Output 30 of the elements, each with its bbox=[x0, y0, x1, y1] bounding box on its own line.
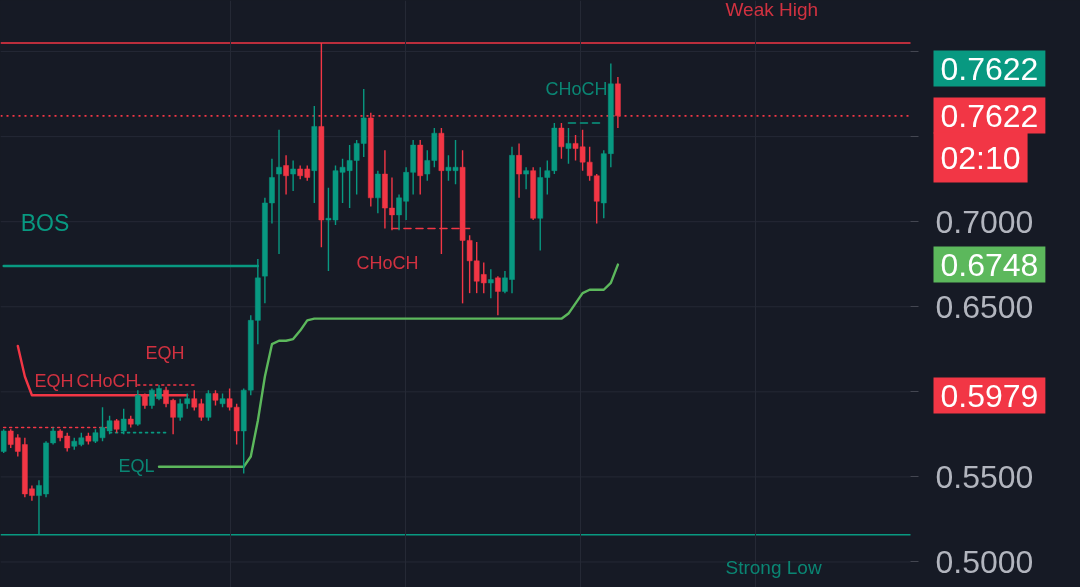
annotation: CHoCH bbox=[76, 370, 139, 391]
series-label: BOS bbox=[20, 209, 70, 236]
y-tick-label: 0.5500 bbox=[935, 458, 1034, 495]
y-tick-label: 0.7000 bbox=[935, 203, 1034, 240]
candlestick bbox=[516, 142, 522, 199]
text: 02:10 bbox=[940, 139, 1021, 176]
annotation: CHoCH bbox=[356, 252, 419, 273]
candlestick bbox=[0, 428, 7, 454]
text: 0.5979 bbox=[940, 377, 1039, 414]
ref-line-label: Strong Low bbox=[725, 557, 822, 579]
annotation: CHoCH bbox=[545, 78, 608, 99]
annotation: EQH bbox=[145, 342, 185, 363]
text: 0.7622 bbox=[940, 97, 1039, 134]
text: 0.7622 bbox=[940, 50, 1039, 87]
candlestick bbox=[205, 389, 212, 422]
annotation: EQH bbox=[34, 370, 74, 391]
y-tick-label: 0.5000 bbox=[935, 543, 1034, 580]
annotation: EQL bbox=[118, 455, 155, 476]
candlestick bbox=[558, 122, 565, 160]
text: 0.6748 bbox=[940, 246, 1039, 283]
candlestick bbox=[375, 169, 381, 214]
candlestick bbox=[523, 166, 529, 191]
candlestick bbox=[276, 129, 282, 255]
ref-line-label: Weak High bbox=[725, 0, 819, 20]
candlestick bbox=[283, 154, 289, 196]
candlestick bbox=[565, 127, 572, 165]
candlestick bbox=[495, 275, 501, 316]
candlestick bbox=[290, 159, 296, 192]
y-tick-label: 0.6500 bbox=[935, 288, 1034, 325]
candlestick bbox=[488, 268, 494, 299]
